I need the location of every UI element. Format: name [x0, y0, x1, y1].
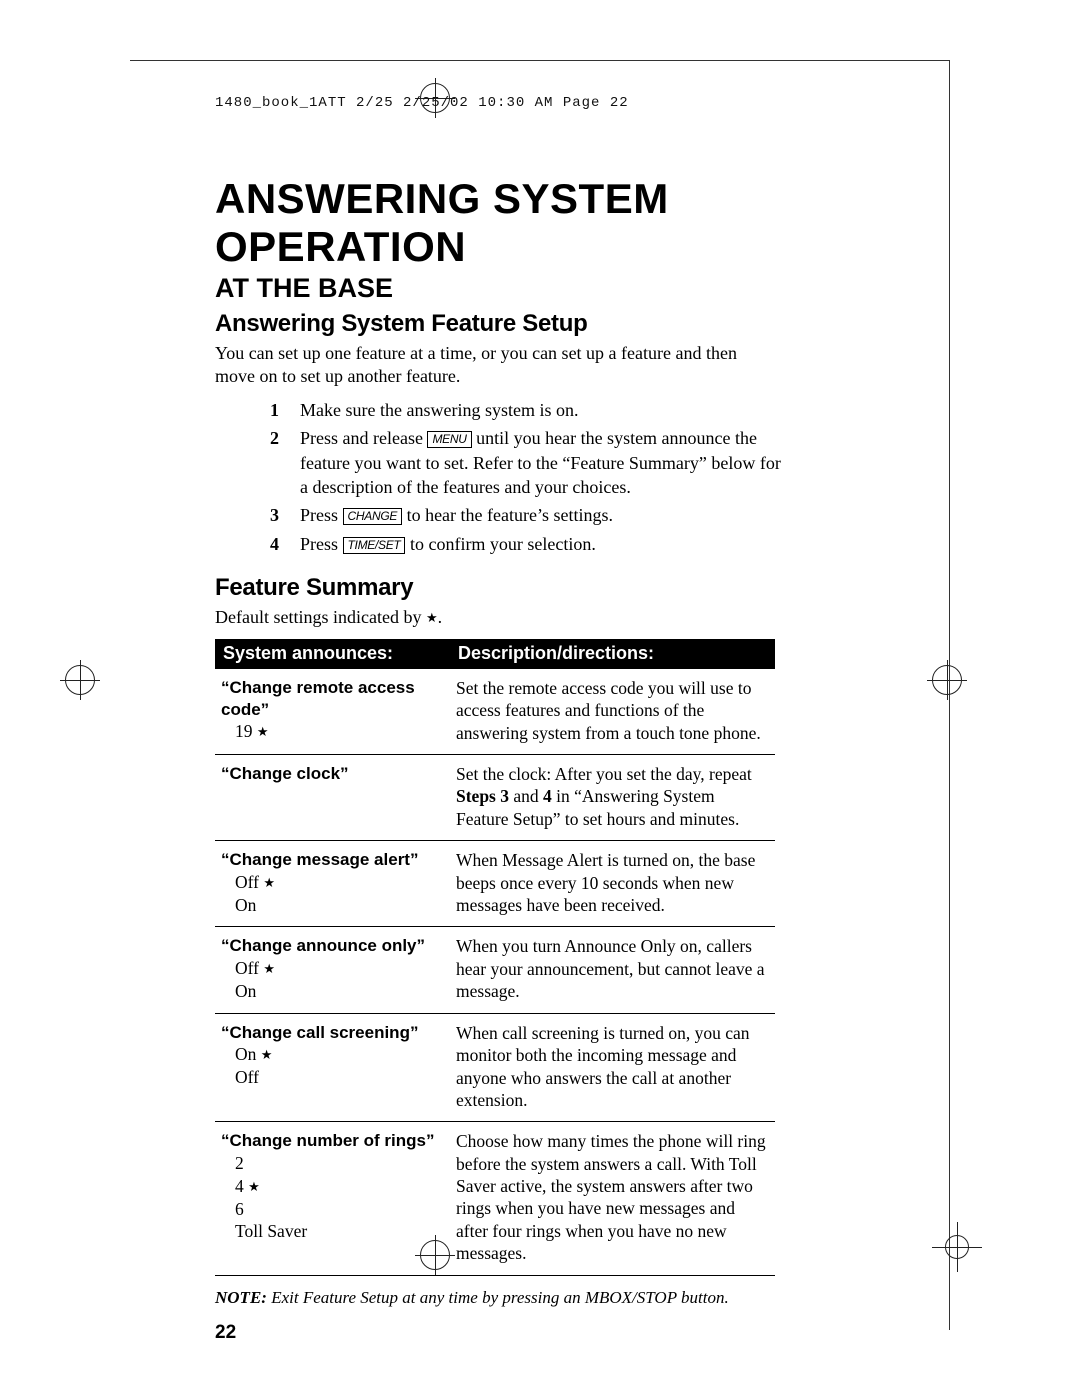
- star-icon: ★: [261, 1047, 273, 1062]
- section-setup-title: Answering System Feature Setup: [215, 310, 865, 338]
- keycap-change: CHANGE: [343, 508, 403, 525]
- announce-option: On: [235, 980, 446, 1003]
- table-row: “Change number of rings”2 4 ★6 Toll Save…: [215, 1122, 775, 1275]
- page-content: 1480_book_1ATT 2/25 2/25/02 10:30 AM Pag…: [215, 95, 865, 1344]
- announce-option: Off ★: [235, 871, 446, 894]
- step-body: Press CHANGE to hear the feature’s setti…: [300, 503, 790, 527]
- step-body: Make sure the answering system is on.: [300, 398, 790, 422]
- announce-cell: “Change remote access code”19 ★: [221, 677, 456, 744]
- step-number: 1: [270, 398, 300, 422]
- step-number: 2: [270, 426, 300, 499]
- default-note-post: .: [438, 607, 443, 627]
- announce-option: 2: [235, 1152, 446, 1175]
- announce-cell: “Change announce only”Off ★On: [221, 935, 456, 1002]
- table-row: “Change message alert”Off ★On When Messa…: [215, 841, 775, 927]
- bold-text: 4: [543, 786, 552, 806]
- setup-steps: 1Make sure the answering system is on.2P…: [270, 398, 790, 556]
- announce-cell: “Change number of rings”2 4 ★6 Toll Save…: [221, 1130, 456, 1264]
- registration-mark-corner: [945, 1235, 985, 1275]
- star-icon: ★: [263, 875, 275, 890]
- announce-option: Toll Saver: [235, 1220, 446, 1243]
- description-cell: Set the remote access code you will use …: [456, 677, 769, 744]
- step-row: 1Make sure the answering system is on.: [270, 398, 790, 422]
- step-row: 3Press CHANGE to hear the feature’s sett…: [270, 503, 790, 527]
- description-cell: Choose how many times the phone will rin…: [456, 1130, 769, 1264]
- announce-option: Off ★: [235, 957, 446, 980]
- step-number: 3: [270, 503, 300, 527]
- table-row: “Change clock” Set the clock: After you s…: [215, 755, 775, 841]
- announce-label: “Change call screening”: [221, 1022, 446, 1044]
- description-cell: When call screening is turned on, you ca…: [456, 1022, 769, 1112]
- star-icon: ★: [426, 610, 438, 625]
- table-row: “Change call screening”On ★Off When call…: [215, 1014, 775, 1123]
- keycap-menu: MENU: [427, 431, 471, 448]
- announce-label: “Change announce only”: [221, 935, 446, 957]
- table-header-col2: Description/directions:: [458, 643, 767, 664]
- default-note-pre: Default settings indicated by: [215, 607, 426, 627]
- exit-note: NOTE: Exit Feature Setup at any time by …: [215, 1288, 865, 1308]
- table-row: “Change announce only”Off ★On When you t…: [215, 927, 775, 1013]
- announce-option: 6: [235, 1198, 446, 1221]
- announce-label: “Change number of rings”: [221, 1130, 446, 1152]
- star-icon: ★: [248, 1179, 260, 1194]
- announce-option: On: [235, 894, 446, 917]
- description-cell: When you turn Announce Only on, callers …: [456, 935, 769, 1002]
- feature-summary-table: System announces: Description/directions…: [215, 639, 775, 1276]
- star-icon: ★: [257, 724, 269, 739]
- announce-label: “Change clock”: [221, 763, 446, 785]
- announce-cell: “Change call screening”On ★Off: [221, 1022, 456, 1112]
- table-header-col1: System announces:: [223, 643, 458, 664]
- announce-option: 19 ★: [235, 720, 446, 743]
- announce-option: Off: [235, 1066, 446, 1089]
- note-text: Exit Feature Setup at any time by pressi…: [267, 1288, 729, 1307]
- announce-label: “Change message alert”: [221, 849, 446, 871]
- announce-label: “Change remote access code”: [221, 677, 446, 721]
- keycap-time-set: TIME/SET: [343, 537, 406, 554]
- star-icon: ★: [263, 961, 275, 976]
- registration-mark-right: [932, 665, 972, 705]
- announce-cell: “Change clock”: [221, 763, 456, 830]
- step-body: Press and release MENU until you hear th…: [300, 426, 790, 499]
- announce-cell: “Change message alert”Off ★On: [221, 849, 456, 916]
- step-row: 4Press TIME/SET to confirm your selectio…: [270, 532, 790, 556]
- step-number: 4: [270, 532, 300, 556]
- bold-text: Steps 3: [456, 786, 509, 806]
- announce-option: 4 ★: [235, 1175, 446, 1198]
- step-body: Press TIME/SET to confirm your selection…: [300, 532, 790, 556]
- description-cell: When Message Alert is turned on, the bas…: [456, 849, 769, 916]
- page-number: 22: [215, 1322, 865, 1344]
- table-header-row: System announces: Description/directions…: [215, 639, 775, 669]
- section-summary-title: Feature Summary: [215, 574, 865, 602]
- intro-text: You can set up one feature at a time, or…: [215, 342, 760, 388]
- table-row: “Change remote access code”19 ★Set the r…: [215, 669, 775, 755]
- announce-option: On ★: [235, 1043, 446, 1066]
- step-row: 2Press and release MENU until you hear t…: [270, 426, 790, 499]
- subtitle: AT THE BASE: [215, 273, 865, 304]
- default-settings-note: Default settings indicated by ★.: [215, 606, 760, 629]
- main-title: ANSWERING SYSTEM OPERATION: [215, 175, 865, 271]
- registration-mark-left: [65, 665, 105, 705]
- print-header-line: 1480_book_1ATT 2/25 2/25/02 10:30 AM Pag…: [215, 95, 865, 111]
- note-label: NOTE:: [215, 1288, 267, 1307]
- description-cell: Set the clock: After you set the day, re…: [456, 763, 769, 830]
